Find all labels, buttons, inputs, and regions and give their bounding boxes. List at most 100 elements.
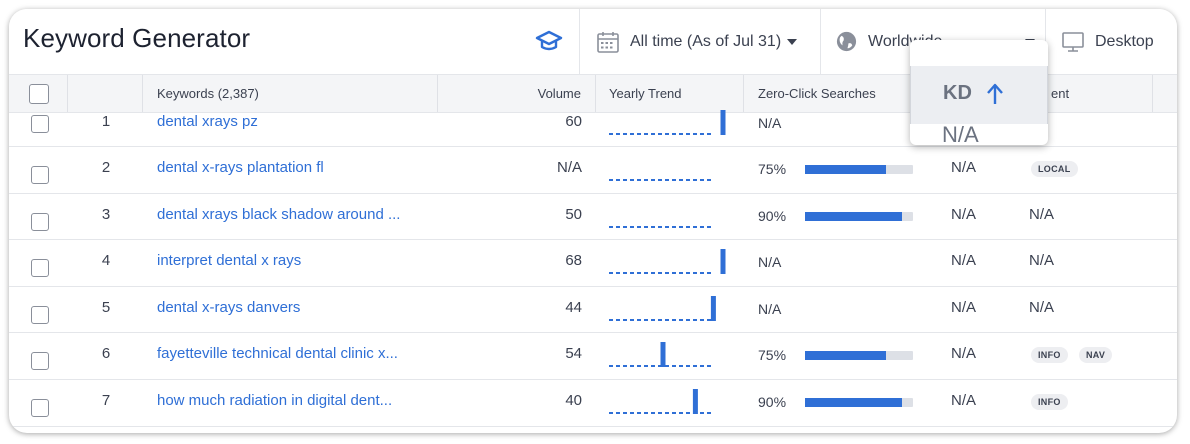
- kd-value: N/A: [951, 299, 977, 316]
- zero-click-bar: [805, 165, 913, 174]
- volume-value: 44: [565, 299, 582, 316]
- trend-bar: [660, 342, 666, 367]
- zero-click-value: 75%: [758, 161, 787, 177]
- row-checkbox[interactable]: [31, 115, 49, 133]
- column-header-intent[interactable]: ent: [1051, 86, 1070, 101]
- zero-click-bar-fill: [805, 165, 886, 174]
- row-number: 1: [101, 113, 111, 130]
- graduation-cap-icon[interactable]: [535, 28, 563, 54]
- row-checkbox[interactable]: [31, 306, 49, 324]
- volume-value: N/A: [556, 159, 582, 176]
- intent-value: N/A: [1029, 299, 1055, 316]
- keyword-link[interactable]: dental xrays pz: [157, 113, 258, 130]
- row-number: 7: [101, 392, 111, 409]
- intent-badge: LOCAL: [1031, 161, 1078, 177]
- zero-click-bar-fill: [805, 212, 903, 221]
- zero-click-value: 90%: [758, 208, 787, 224]
- page-title: Keyword Generator: [23, 23, 251, 53]
- yearly-trend-chart: [609, 389, 713, 414]
- kd-column-popup: KD N/A: [910, 40, 1048, 145]
- table-row: 2 dental x-rays plantation fl N/A 75% N/A LOC…: [9, 146, 1177, 194]
- column-divider: [142, 75, 143, 112]
- zero-click-value: 90%: [758, 394, 787, 410]
- row-number: 2: [101, 159, 111, 176]
- zero-click-value: N/A: [758, 301, 782, 317]
- zero-click-bar: [805, 351, 913, 360]
- intent-badge: INFO: [1031, 394, 1068, 410]
- kd-value: N/A: [951, 252, 977, 269]
- date-filter[interactable]: All time (As of Jul 31): [596, 9, 798, 74]
- row-checkbox[interactable]: [31, 399, 49, 417]
- row-number: 4: [101, 252, 111, 269]
- kd-value: N/A: [951, 392, 977, 409]
- zero-click-value: N/A: [758, 115, 782, 131]
- zero-click-bar-fill: [805, 398, 903, 407]
- intent-value: N/A: [1029, 252, 1055, 269]
- select-all-checkbox[interactable]: [29, 84, 49, 104]
- trend-bar: [720, 110, 726, 135]
- trend-bar: [720, 249, 726, 274]
- globe-icon: [836, 31, 857, 52]
- device-filter-label: Desktop: [1095, 32, 1154, 50]
- keyword-link[interactable]: fayetteville technical dental clinic x..…: [157, 345, 398, 362]
- kd-value: N/A: [951, 159, 977, 176]
- kd-value: N/A: [951, 206, 977, 223]
- yearly-trend-chart: [609, 296, 716, 321]
- calendar-icon: [597, 31, 619, 53]
- table-row: 7 how much radiation in digital dent... 40…: [9, 379, 1177, 427]
- row-number: 6: [101, 345, 111, 362]
- volume-value: 40: [565, 392, 582, 409]
- zero-click-value: 75%: [758, 347, 787, 363]
- zero-click-bar-fill: [805, 351, 886, 360]
- row-checkbox[interactable]: [31, 166, 49, 184]
- intent-badge: INFO: [1031, 347, 1068, 363]
- zero-click-value: N/A: [758, 254, 782, 270]
- desktop-icon: [1062, 31, 1084, 52]
- row-number: 5: [101, 299, 111, 316]
- yearly-trend-chart: [609, 226, 713, 228]
- column-header-yearly-trend[interactable]: Yearly Trend: [609, 86, 682, 101]
- column-divider: [595, 75, 596, 112]
- intent-badge: NAV: [1079, 347, 1113, 363]
- table-row: 5 dental x-rays danvers 44 N/A N/A N/A: [9, 286, 1177, 333]
- kd-value: N/A: [942, 122, 979, 145]
- table-row: 6 fayetteville technical dental clinic x.…: [9, 332, 1177, 380]
- keyword-link[interactable]: dental xrays black shadow around ...: [157, 206, 401, 223]
- column-divider: [67, 75, 68, 112]
- kd-sort-header[interactable]: KD: [910, 66, 1048, 124]
- volume-value: 50: [565, 206, 582, 223]
- keyword-link[interactable]: interpret dental x rays: [157, 252, 302, 269]
- column-divider: [743, 75, 744, 112]
- zero-click-bar: [805, 212, 913, 221]
- column-header-zero-click[interactable]: Zero-Click Searches: [758, 86, 876, 101]
- keyword-link[interactable]: dental x-rays danvers: [157, 299, 301, 316]
- zero-click-bar: [805, 398, 913, 407]
- keyword-link[interactable]: dental x-rays plantation fl: [157, 159, 324, 176]
- volume-value: 54: [565, 345, 582, 362]
- keyword-link[interactable]: how much radiation in digital dent...: [157, 392, 393, 409]
- volume-value: 60: [565, 113, 582, 130]
- table-row: 4 interpret dental x rays 68 N/A N/A N/A: [9, 239, 1177, 287]
- column-divider: [1152, 75, 1153, 112]
- row-checkbox[interactable]: [31, 213, 49, 231]
- row-checkbox[interactable]: [31, 352, 49, 370]
- row-number: 3: [101, 206, 111, 223]
- trend-bar: [692, 389, 698, 414]
- column-divider: [437, 75, 438, 112]
- yearly-trend-chart: [609, 249, 726, 274]
- kd-value: N/A: [951, 345, 977, 362]
- date-filter-label: All time (As of Jul 31): [630, 32, 782, 50]
- chevron-down-icon: [787, 38, 798, 45]
- sort-ascending-arrow-icon[interactable]: [985, 82, 1005, 106]
- column-header-keywords[interactable]: Keywords (2,387): [157, 86, 259, 101]
- toolbar-divider: [579, 9, 580, 74]
- yearly-trend-chart: [609, 110, 726, 135]
- kd-label: KD: [943, 82, 972, 104]
- device-filter[interactable]: Desktop: [1061, 9, 1154, 74]
- yearly-trend-chart: [609, 179, 713, 181]
- volume-value: 68: [565, 252, 582, 269]
- intent-value: N/A: [1029, 206, 1055, 223]
- trend-bar: [710, 296, 716, 321]
- column-header-volume[interactable]: Volume: [537, 86, 581, 101]
- row-checkbox[interactable]: [31, 259, 49, 277]
